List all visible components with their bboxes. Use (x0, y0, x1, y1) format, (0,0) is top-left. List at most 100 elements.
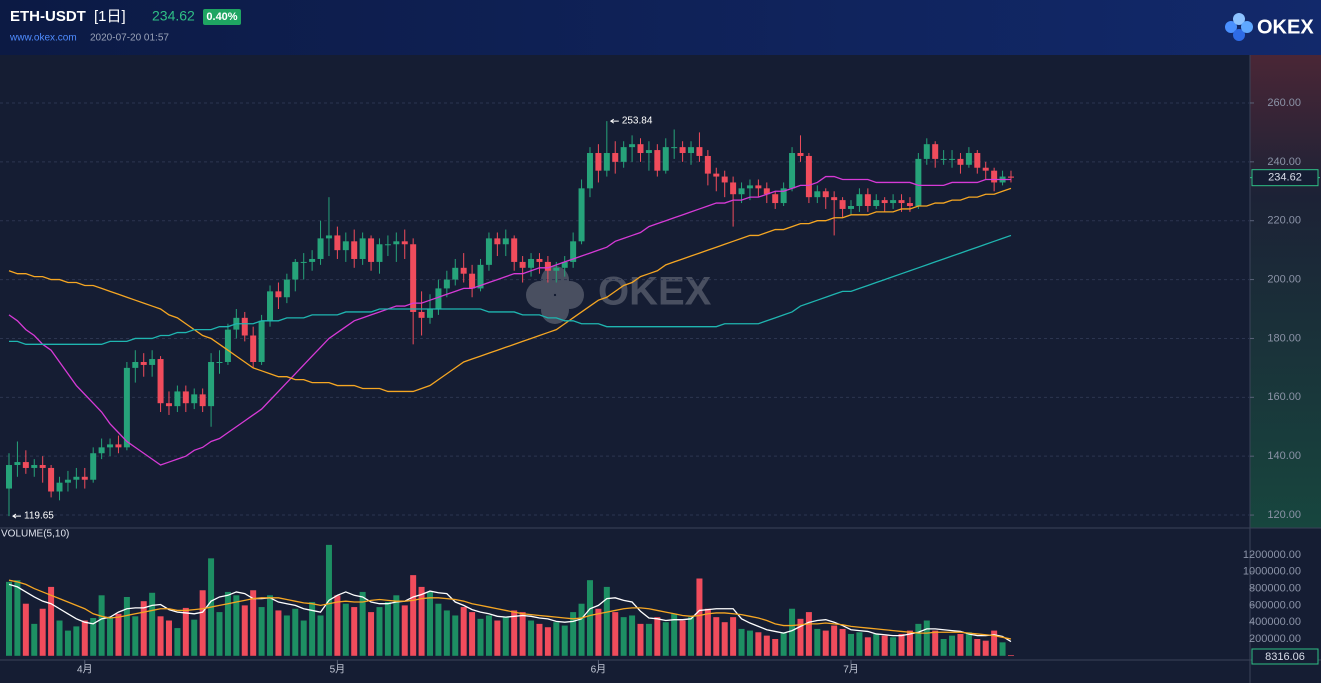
volume-bar (881, 635, 888, 656)
y-tick-label: 400000.00 (1249, 616, 1301, 628)
candle-body (730, 182, 737, 195)
volume-bar (629, 615, 636, 656)
volume-bar (140, 601, 147, 656)
watermark-dot (526, 281, 554, 309)
y-tick-label: 180.00 (1267, 332, 1301, 344)
candle-body (443, 279, 450, 289)
volume-bar (688, 617, 695, 656)
candle-body (6, 465, 12, 489)
volume-bar (595, 608, 602, 656)
volume-bar (393, 595, 400, 656)
candle-body (418, 311, 425, 318)
volume-bar (915, 623, 922, 656)
volume-bar (165, 620, 172, 656)
candle-body (822, 191, 829, 198)
volume-bar (250, 590, 257, 656)
candle-body (241, 317, 248, 336)
candle-body (401, 241, 408, 245)
candle-body (384, 244, 391, 246)
candle-body (73, 476, 80, 480)
volume-bar (149, 592, 156, 656)
candle-body (494, 238, 501, 245)
moving-average-line (9, 234, 1012, 345)
volume-bar (300, 620, 307, 656)
candle-body (721, 176, 728, 183)
volume-bar (401, 605, 408, 656)
volume-bar (1007, 655, 1014, 656)
last-price-label: 234.62 (1268, 172, 1302, 184)
candle-body (873, 200, 880, 206)
candle-body (772, 194, 779, 204)
candle-body (351, 241, 358, 259)
volume-bar (275, 610, 282, 656)
symbol: ETH-USDT (10, 8, 86, 25)
candle-body (342, 241, 349, 251)
candle-body (191, 394, 198, 404)
volume-bar (856, 632, 863, 656)
y-tick-label: 160.00 (1267, 391, 1301, 403)
candle-body (250, 335, 257, 362)
candle-body (949, 158, 956, 160)
volume-bar (191, 619, 198, 656)
candle-body (570, 241, 577, 262)
x-tick-label: 4月 (77, 664, 93, 676)
candle-body (123, 367, 130, 448)
candle-body (258, 320, 265, 362)
volume-bar (839, 628, 846, 656)
candle-body (199, 394, 206, 407)
candle-body (662, 147, 669, 171)
watermark-dot (541, 296, 569, 324)
volume-bar (570, 612, 577, 656)
volume-bar (671, 613, 678, 656)
candle-body (368, 238, 375, 262)
volume-bar (511, 610, 518, 656)
volume-title: VOLUME(5,10) (1, 529, 69, 540)
x-tick-label: 5月 (330, 664, 346, 676)
logo-dot (1233, 13, 1245, 25)
candle-body (477, 264, 484, 289)
volume-bar (334, 595, 341, 656)
candle-body (957, 158, 964, 165)
volume-bar (48, 586, 55, 656)
volume-bar (342, 603, 349, 656)
candle-body (165, 403, 172, 407)
candle-body (713, 173, 720, 177)
candle-body (410, 244, 417, 312)
candle-body (688, 147, 695, 154)
volume-bar (645, 623, 652, 656)
volume-bar (174, 628, 181, 656)
last-volume-box (1251, 648, 1319, 665)
x-tick-label: 6月 (591, 664, 607, 676)
candle-body (325, 235, 332, 239)
candle-body (881, 200, 888, 204)
volume-bar (502, 617, 509, 656)
volume-bar (452, 615, 459, 656)
volume-bar (662, 622, 669, 656)
logo-dot (1233, 29, 1245, 41)
candle-body (553, 267, 560, 271)
volume-bar (746, 630, 753, 656)
candle-body (940, 158, 947, 160)
candle-body (763, 188, 770, 195)
volume-bar (292, 608, 299, 656)
candle-body (814, 191, 821, 198)
y-tick-label: 220.00 (1267, 215, 1301, 227)
volume-bar (940, 638, 947, 656)
volume-bar (864, 637, 871, 656)
candle-body (1007, 176, 1014, 178)
annotation-arrow (12, 513, 21, 519)
volume-bar (965, 632, 972, 656)
volume-bar (831, 625, 838, 656)
volume-bar (469, 612, 476, 656)
candle-body (561, 261, 568, 268)
candle-body (485, 238, 492, 265)
volume-bar (982, 640, 989, 656)
candle-body (22, 462, 29, 468)
candle-body (64, 479, 71, 483)
volume-bar (991, 630, 998, 656)
volume-bar (789, 608, 796, 656)
volume-bar (410, 575, 417, 656)
candle-body (132, 361, 139, 368)
candle-body (915, 158, 922, 206)
